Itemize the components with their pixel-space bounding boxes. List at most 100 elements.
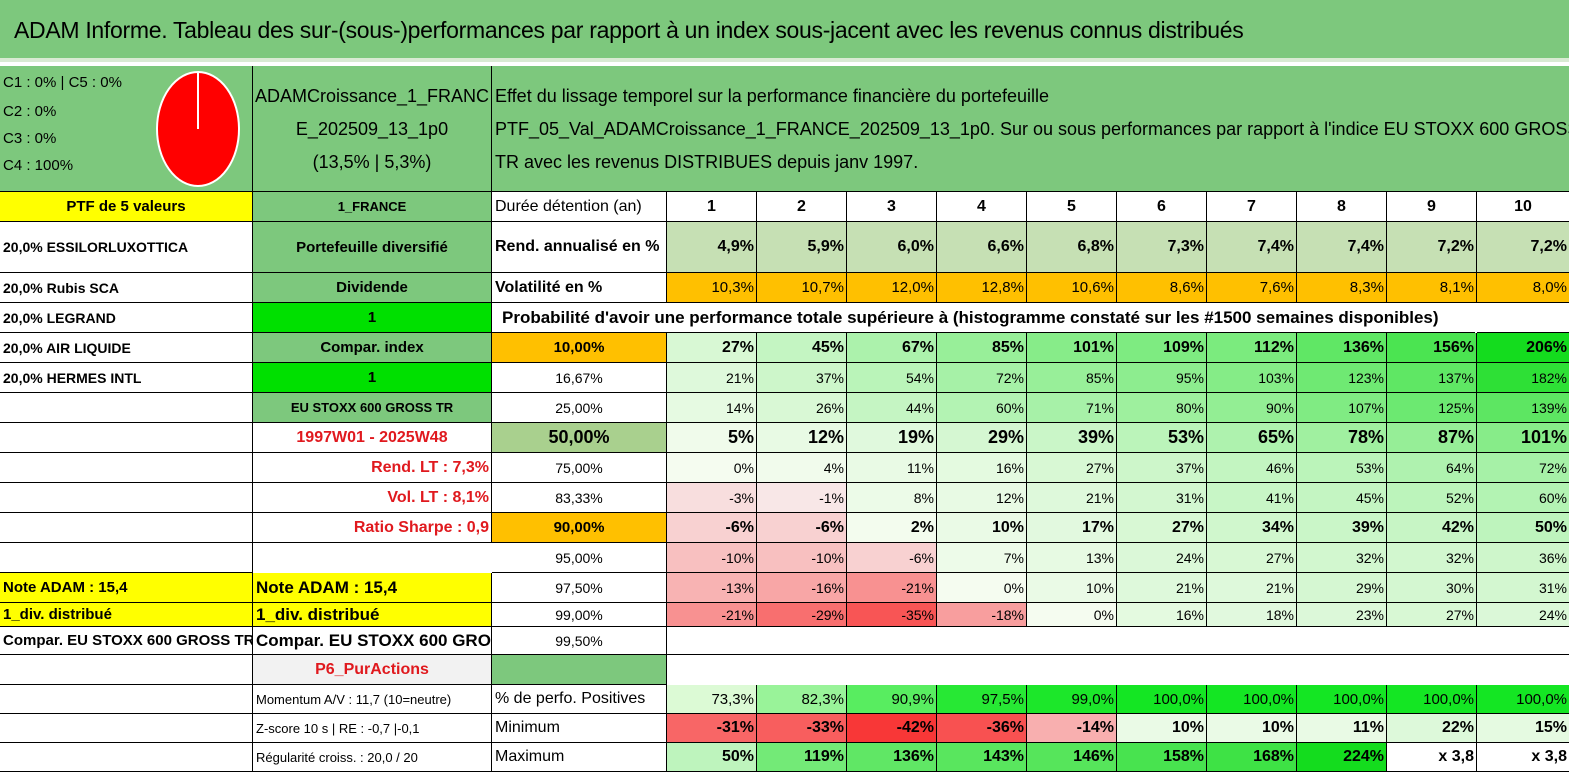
left-blank-cell [0, 513, 253, 543]
probability-threshold: 16,67% [492, 363, 667, 393]
vol-value: 8,6% [1117, 273, 1207, 303]
probability-header: Probabilité d'avoir une performance tota… [492, 303, 1475, 333]
mid-col-cell: 1_FRANCE [253, 192, 492, 222]
rend-value: 5,9% [757, 222, 847, 273]
left-label-vol: Vol. LT : 8,1% [253, 483, 492, 513]
probability-value: 19% [847, 423, 937, 453]
left-label-sharpe: Ratio Sharpe : 0,9 [253, 513, 492, 543]
probability-value: 101% [1027, 333, 1117, 363]
probability-value: 39% [1297, 513, 1387, 543]
left-col-cell [0, 393, 253, 423]
probability-value: 139% [1477, 393, 1569, 423]
probability-value: 52% [1387, 483, 1477, 513]
holding-duration-label: Durée détention (an) [492, 192, 667, 222]
probability-threshold: 90,00% [492, 513, 667, 543]
mid-col-cell: Compar. index [253, 333, 492, 363]
probability-value: 85% [1027, 363, 1117, 393]
left-col-cell: 20,0% Rubis SCA [0, 273, 253, 303]
blank-band [667, 627, 1569, 655]
probability-value: 50% [1477, 513, 1569, 543]
probability-value: 21% [667, 363, 757, 393]
rend-value: 6,0% [847, 222, 937, 273]
probability-value: 54% [847, 363, 937, 393]
maximum-value: 224% [1297, 743, 1387, 772]
probability-value: 42% [1387, 513, 1477, 543]
probability-value: 112% [1207, 333, 1297, 363]
year-header: 9 [1387, 192, 1477, 222]
probability-value: 72% [937, 363, 1027, 393]
probability-value: 0% [1027, 603, 1117, 627]
vol-value: 12,0% [847, 273, 937, 303]
maximum-value: 50% [667, 743, 757, 772]
legend-line-3: C3 : 0% [3, 130, 57, 147]
maximum-value: 143% [937, 743, 1027, 772]
probability-value: 107% [1297, 393, 1387, 423]
probability-value: 0% [937, 573, 1027, 603]
probability-value: 45% [757, 333, 847, 363]
probability-value: 137% [1387, 363, 1477, 393]
minimum-value: 10% [1207, 714, 1297, 743]
legend-line-1: C1 : 0% | C5 : 0% [3, 74, 122, 91]
probability-value: 53% [1297, 453, 1387, 483]
probability-threshold: 97,50% [492, 573, 667, 603]
probability-threshold: 83,33% [492, 483, 667, 513]
probability-value: 103% [1207, 363, 1297, 393]
allocation-pie-chart [156, 71, 240, 187]
positive-perf-value: 73,3% [667, 685, 757, 714]
probability-threshold: 50,00% [492, 423, 667, 453]
positive-perf-value: 99,0% [1027, 685, 1117, 714]
left-blank-cell [0, 685, 253, 714]
probability-value: -6% [757, 513, 847, 543]
left-col-cell: Compar. EU STOXX 600 GROSS TR [0, 627, 253, 655]
maximum-value: 158% [1117, 743, 1207, 772]
probability-value: -21% [667, 603, 757, 627]
legend-line-2: C2 : 0% [3, 103, 57, 120]
maximum-label: Maximum [492, 743, 667, 772]
probability-value: -3% [667, 483, 757, 513]
rend-value: 4,9% [667, 222, 757, 273]
minimum-value: 10% [1117, 714, 1207, 743]
vol-label: Volatilité en % [492, 273, 667, 303]
regularity-label: Régularité croiss. : 20,0 / 20 [253, 743, 492, 772]
probability-value: 41% [1207, 483, 1297, 513]
maximum-value: x 3,8 [1387, 743, 1477, 772]
left-wide-cell: Compar. EU STOXX 600 GROSS TR [253, 627, 492, 655]
left-col-cell: 1_div. distribué [0, 603, 253, 627]
probability-threshold: 25,00% [492, 393, 667, 423]
positive-perf-value: 100,0% [1207, 685, 1297, 714]
p6-green-cell [492, 655, 667, 685]
year-header: 4 [937, 192, 1027, 222]
rend-value: 7,2% [1477, 222, 1569, 273]
left-blank-cell [0, 423, 253, 453]
probability-value: 39% [1027, 423, 1117, 453]
probability-value: 14% [667, 393, 757, 423]
positive-perf-value: 100,0% [1477, 685, 1569, 714]
probability-value: 27% [1117, 513, 1207, 543]
probability-value: 12% [937, 483, 1027, 513]
vol-value: 10,3% [667, 273, 757, 303]
probability-value: -10% [757, 543, 847, 573]
probability-value: 71% [1027, 393, 1117, 423]
portfolio-name-line-2: E_202509_13_1p0 [295, 119, 449, 139]
probability-value: 36% [1477, 543, 1569, 573]
maximum-value: 168% [1207, 743, 1297, 772]
minimum-value: -33% [757, 714, 847, 743]
left-col-cell: 20,0% ESSILORLUXOTTICA [0, 222, 253, 273]
positive-perf-value: 100,0% [1117, 685, 1207, 714]
probability-value: 13% [1027, 543, 1117, 573]
probability-value: 60% [1477, 483, 1569, 513]
year-header: 2 [757, 192, 847, 222]
year-header: 8 [1297, 192, 1387, 222]
vol-value: 12,8% [937, 273, 1027, 303]
left-col-cell: 20,0% LEGRAND [0, 303, 253, 333]
probability-value: 60% [937, 393, 1027, 423]
minimum-value: -36% [937, 714, 1027, 743]
probability-value: 0% [667, 453, 757, 483]
description-line-2: PTF_05_Val_ADAMCroissance_1_FRANCE_20250… [495, 119, 1569, 139]
probability-value: -13% [667, 573, 757, 603]
probability-value: 95% [1117, 363, 1207, 393]
minimum-value: 22% [1387, 714, 1477, 743]
vol-value: 8,0% [1477, 273, 1569, 303]
mid-col-cell: 1 [253, 363, 492, 393]
maximum-value: 146% [1027, 743, 1117, 772]
